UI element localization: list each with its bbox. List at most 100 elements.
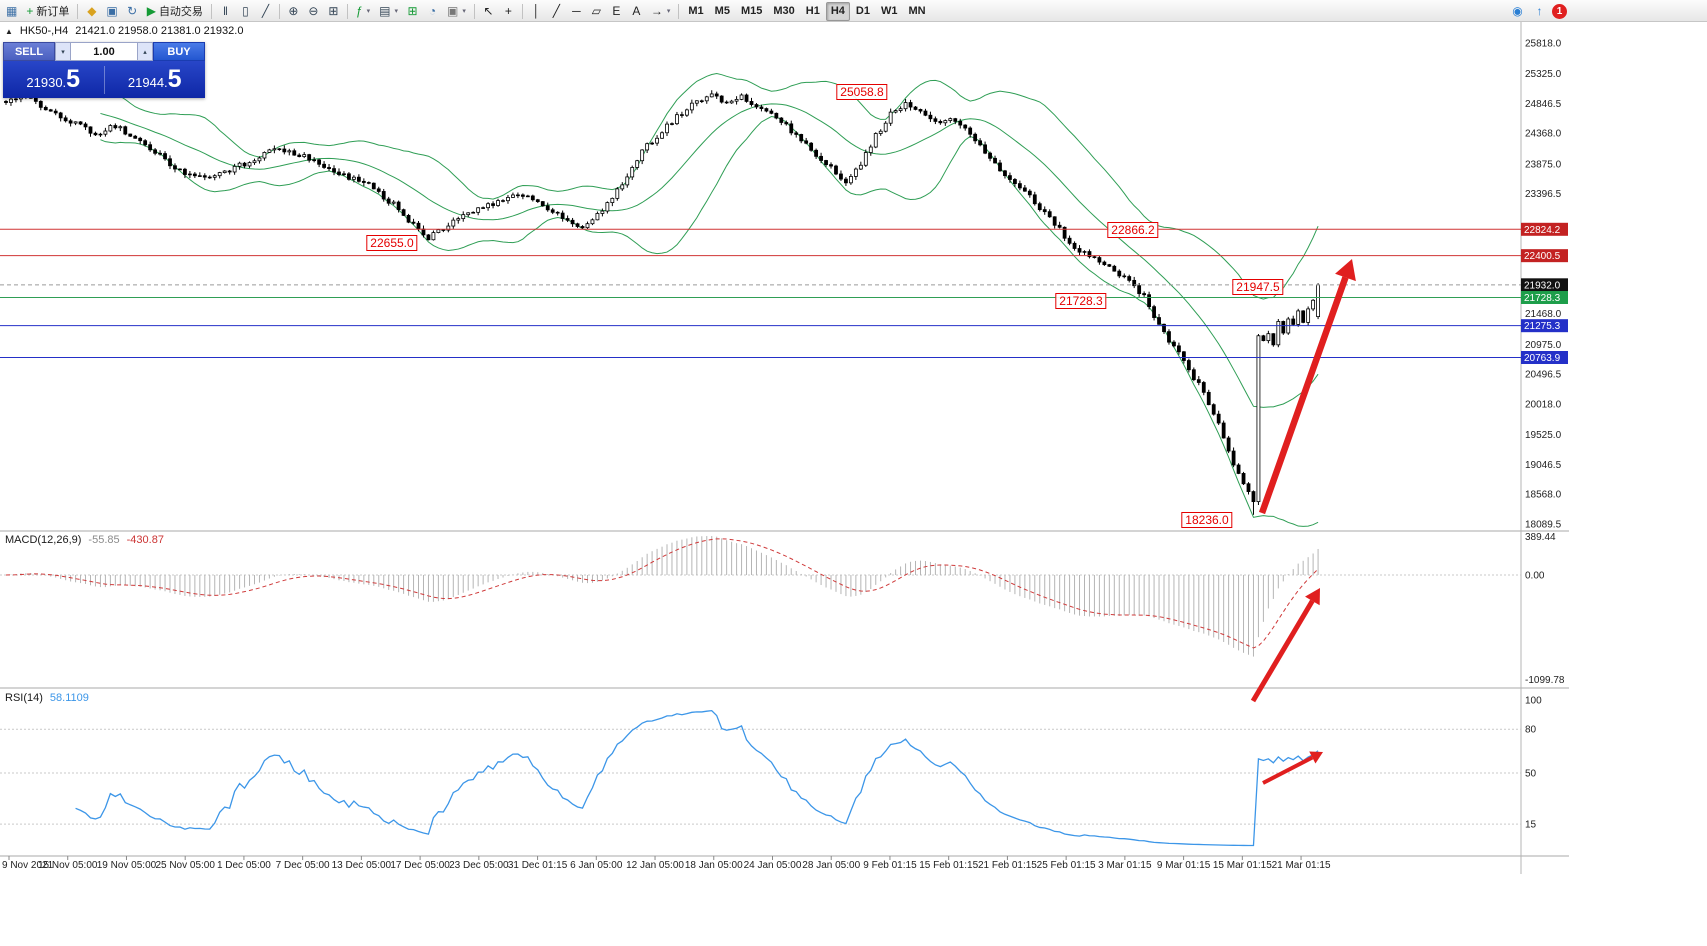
tf-m15-button[interactable]: M15 xyxy=(736,2,767,21)
tf-m1-button[interactable]: M1 xyxy=(683,2,708,21)
price-annotation[interactable]: 18236.0 xyxy=(1181,512,1233,528)
tf-h4-button[interactable]: H4 xyxy=(825,1,850,21)
autotrading-button[interactable]: ▶ 自动交易 xyxy=(143,2,207,21)
zoom-in-icon[interactable]: ⊕ xyxy=(284,2,303,21)
new-grid-icon: ⊞ xyxy=(407,4,418,18)
macd-name: MACD(12,26,9) xyxy=(5,534,82,546)
new-grid-icon[interactable]: ⊞ xyxy=(403,2,422,21)
buy-price-big-digit: 5 xyxy=(167,65,182,94)
refresh-icon[interactable]: ↻ xyxy=(123,2,142,21)
time-axis[interactable] xyxy=(0,856,1521,874)
trend-arrow xyxy=(1250,599,1315,703)
price-axis[interactable] xyxy=(1521,22,1569,856)
svg-text:-1099.78: -1099.78 xyxy=(1525,675,1565,686)
lot-decrease-button[interactable]: ▾ xyxy=(55,42,71,61)
macd-indicator-label: MACD(12,26,9) -55.85 -430.87 xyxy=(5,534,171,546)
collapse-oneclick-icon[interactable]: ▲ xyxy=(5,26,13,36)
period-clock-icon[interactable]: ◔ xyxy=(423,2,442,21)
tf-h4-button-label: H4 xyxy=(830,5,845,17)
one-click-top-row: SELL ▾ ▴ BUY xyxy=(3,42,205,61)
svg-text:15: 15 xyxy=(1525,820,1537,831)
main-toolbar: ▦ + 新订单 ◆ ▣ ↻ ▶ 自动交易 ‖ ▯ ╱ ⊕ ⊖ ⊞ ƒ ▾ ▤ ▾ ⊞ ◔ ▣ ▾ ↖ + │ ╱ ─ ▱ E A → ▾ M1 M… xyxy=(0,0,1707,22)
tf-m5-button-label: M5 xyxy=(714,5,730,17)
line-chart-icon[interactable]: ╱ xyxy=(256,2,275,21)
svg-text:6 Jan 05:00: 6 Jan 05:00 xyxy=(570,860,623,871)
svg-text:20975.0: 20975.0 xyxy=(1525,340,1562,351)
one-click-trading-panel: SELL ▾ ▴ BUY 21930.5 21944.5 xyxy=(3,42,205,98)
buy-price[interactable]: 21944. 5 xyxy=(105,65,206,94)
tf-h1-button[interactable]: H1 xyxy=(801,2,825,21)
candlestick-chart-icon: ▯ xyxy=(242,4,249,18)
svg-text:21 Feb 01:15: 21 Feb 01:15 xyxy=(978,860,1037,871)
tf-d1-button-label: D1 xyxy=(855,5,870,17)
tf-h1-button-label: H1 xyxy=(805,5,820,17)
tf-d1-button[interactable]: D1 xyxy=(851,2,875,21)
sell-price[interactable]: 21930. 5 xyxy=(3,67,104,91)
pane-borders xyxy=(0,22,1569,874)
tf-m30-button[interactable]: M30 xyxy=(768,2,799,21)
profile-icon[interactable]: ▣ xyxy=(102,2,121,21)
svg-text:0.00: 0.00 xyxy=(1525,571,1545,582)
lot-size-input[interactable] xyxy=(71,42,137,61)
trend-arrow-head xyxy=(1335,259,1356,282)
cursor-icon[interactable]: ↖ xyxy=(479,2,498,21)
trendline-icon[interactable]: ╱ xyxy=(547,2,566,21)
period-clock-icon: ◔ xyxy=(428,4,437,18)
svg-text:31 Dec 01:15: 31 Dec 01:15 xyxy=(508,860,568,871)
price-annotation[interactable]: 21728.3 xyxy=(1055,293,1107,309)
tile-windows-icon[interactable]: ⊞ xyxy=(324,2,343,21)
svg-text:21468.0: 21468.0 xyxy=(1525,309,1562,320)
buy-button[interactable]: BUY xyxy=(153,42,205,61)
trend-arrow-head xyxy=(1309,751,1323,764)
terminal-icon[interactable]: ▦ xyxy=(2,2,21,21)
tf-m5-button[interactable]: M5 xyxy=(710,2,735,21)
svg-text:22824.2: 22824.2 xyxy=(1524,225,1561,236)
new-order-button[interactable]: + 新订单 xyxy=(22,2,73,21)
svg-text:9 Nov 2021: 9 Nov 2021 xyxy=(2,860,54,871)
svg-text:21 Mar 01:15: 21 Mar 01:15 xyxy=(1272,860,1331,871)
vertical-line-icon[interactable]: │ xyxy=(527,2,546,21)
equidistant-channel-icon[interactable]: ▱ xyxy=(587,2,606,21)
zoom-out-icon[interactable]: ⊖ xyxy=(304,2,323,21)
trend-arrow xyxy=(1262,755,1314,785)
update-icon[interactable]: ↑ xyxy=(1530,2,1549,21)
price-annotation[interactable]: 22866.2 xyxy=(1107,222,1159,238)
horizontal-line-icon[interactable]: ─ xyxy=(567,2,586,21)
text-label-icon: A xyxy=(632,4,641,18)
price-annotation[interactable]: 22655.0 xyxy=(366,235,418,251)
profile-icon: ▣ xyxy=(106,4,118,18)
objects-list-icon[interactable]: ▤ ▾ xyxy=(375,2,402,21)
toolbar-separator xyxy=(77,3,79,19)
tf-mn-button[interactable]: MN xyxy=(903,2,930,21)
tf-w1-button[interactable]: W1 xyxy=(876,2,903,21)
price-tag xyxy=(1521,249,1568,263)
horizontal-price-lines[interactable]: 22824.2 22400.5 21932.0 21728.3 21275.3 20763… xyxy=(0,222,1568,365)
crosshair-icon[interactable]: + xyxy=(499,2,518,21)
price-annotation[interactable]: 25058.8 xyxy=(836,84,888,100)
chart-canvas[interactable]: 22824.2 22400.5 21932.0 21728.3 21275.3 20763… xyxy=(0,22,1707,874)
elliott-wave-icon[interactable]: E xyxy=(607,2,626,21)
price-annotation[interactable]: 21947.5 xyxy=(1232,279,1284,295)
svg-text:15 Mar 01:15: 15 Mar 01:15 xyxy=(1213,860,1272,871)
bars-chart-icon: ‖ xyxy=(222,4,228,18)
macd-signal-line xyxy=(5,538,1319,649)
snapshot-icon[interactable]: ▣ ▾ xyxy=(443,2,470,21)
notification-badge[interactable]: 1 xyxy=(1552,3,1567,19)
trend-arrows[interactable] xyxy=(1250,259,1356,785)
candlestick-chart-icon[interactable]: ▯ xyxy=(236,2,255,21)
svg-text:25 Feb 01:15: 25 Feb 01:15 xyxy=(1037,860,1096,871)
chevron-down-icon: ▾ xyxy=(394,8,398,15)
tf-mn-button-label: MN xyxy=(908,5,926,17)
svg-text:12 Jan 05:00: 12 Jan 05:00 xyxy=(626,860,684,871)
market-watch-icon[interactable]: ◆ xyxy=(82,2,101,21)
bars-chart-icon[interactable]: ‖ xyxy=(216,2,235,21)
community-icon[interactable]: ◉ xyxy=(1508,2,1527,21)
indicators-icon[interactable]: ƒ ▾ xyxy=(352,2,374,21)
toolbar-items: ▦ + 新订单 ◆ ▣ ↻ ▶ 自动交易 ‖ ▯ ╱ ⊕ ⊖ ⊞ ƒ ▾ ▤ ▾ ⊞ ◔ ▣ ▾ ↖ + │ ╱ ─ ▱ E A → ▾ M1 M… xyxy=(2,1,931,21)
chart-title: ▲ HK50-,H4 21421.0 21958.0 21381.0 21932… xyxy=(5,25,243,37)
text-label-icon[interactable]: A xyxy=(627,2,646,21)
sell-button[interactable]: SELL xyxy=(3,42,55,61)
price-tag xyxy=(1521,278,1568,292)
arrows-objects-icon[interactable]: → ▾ xyxy=(647,2,675,21)
lot-increase-button[interactable]: ▴ xyxy=(137,42,153,61)
